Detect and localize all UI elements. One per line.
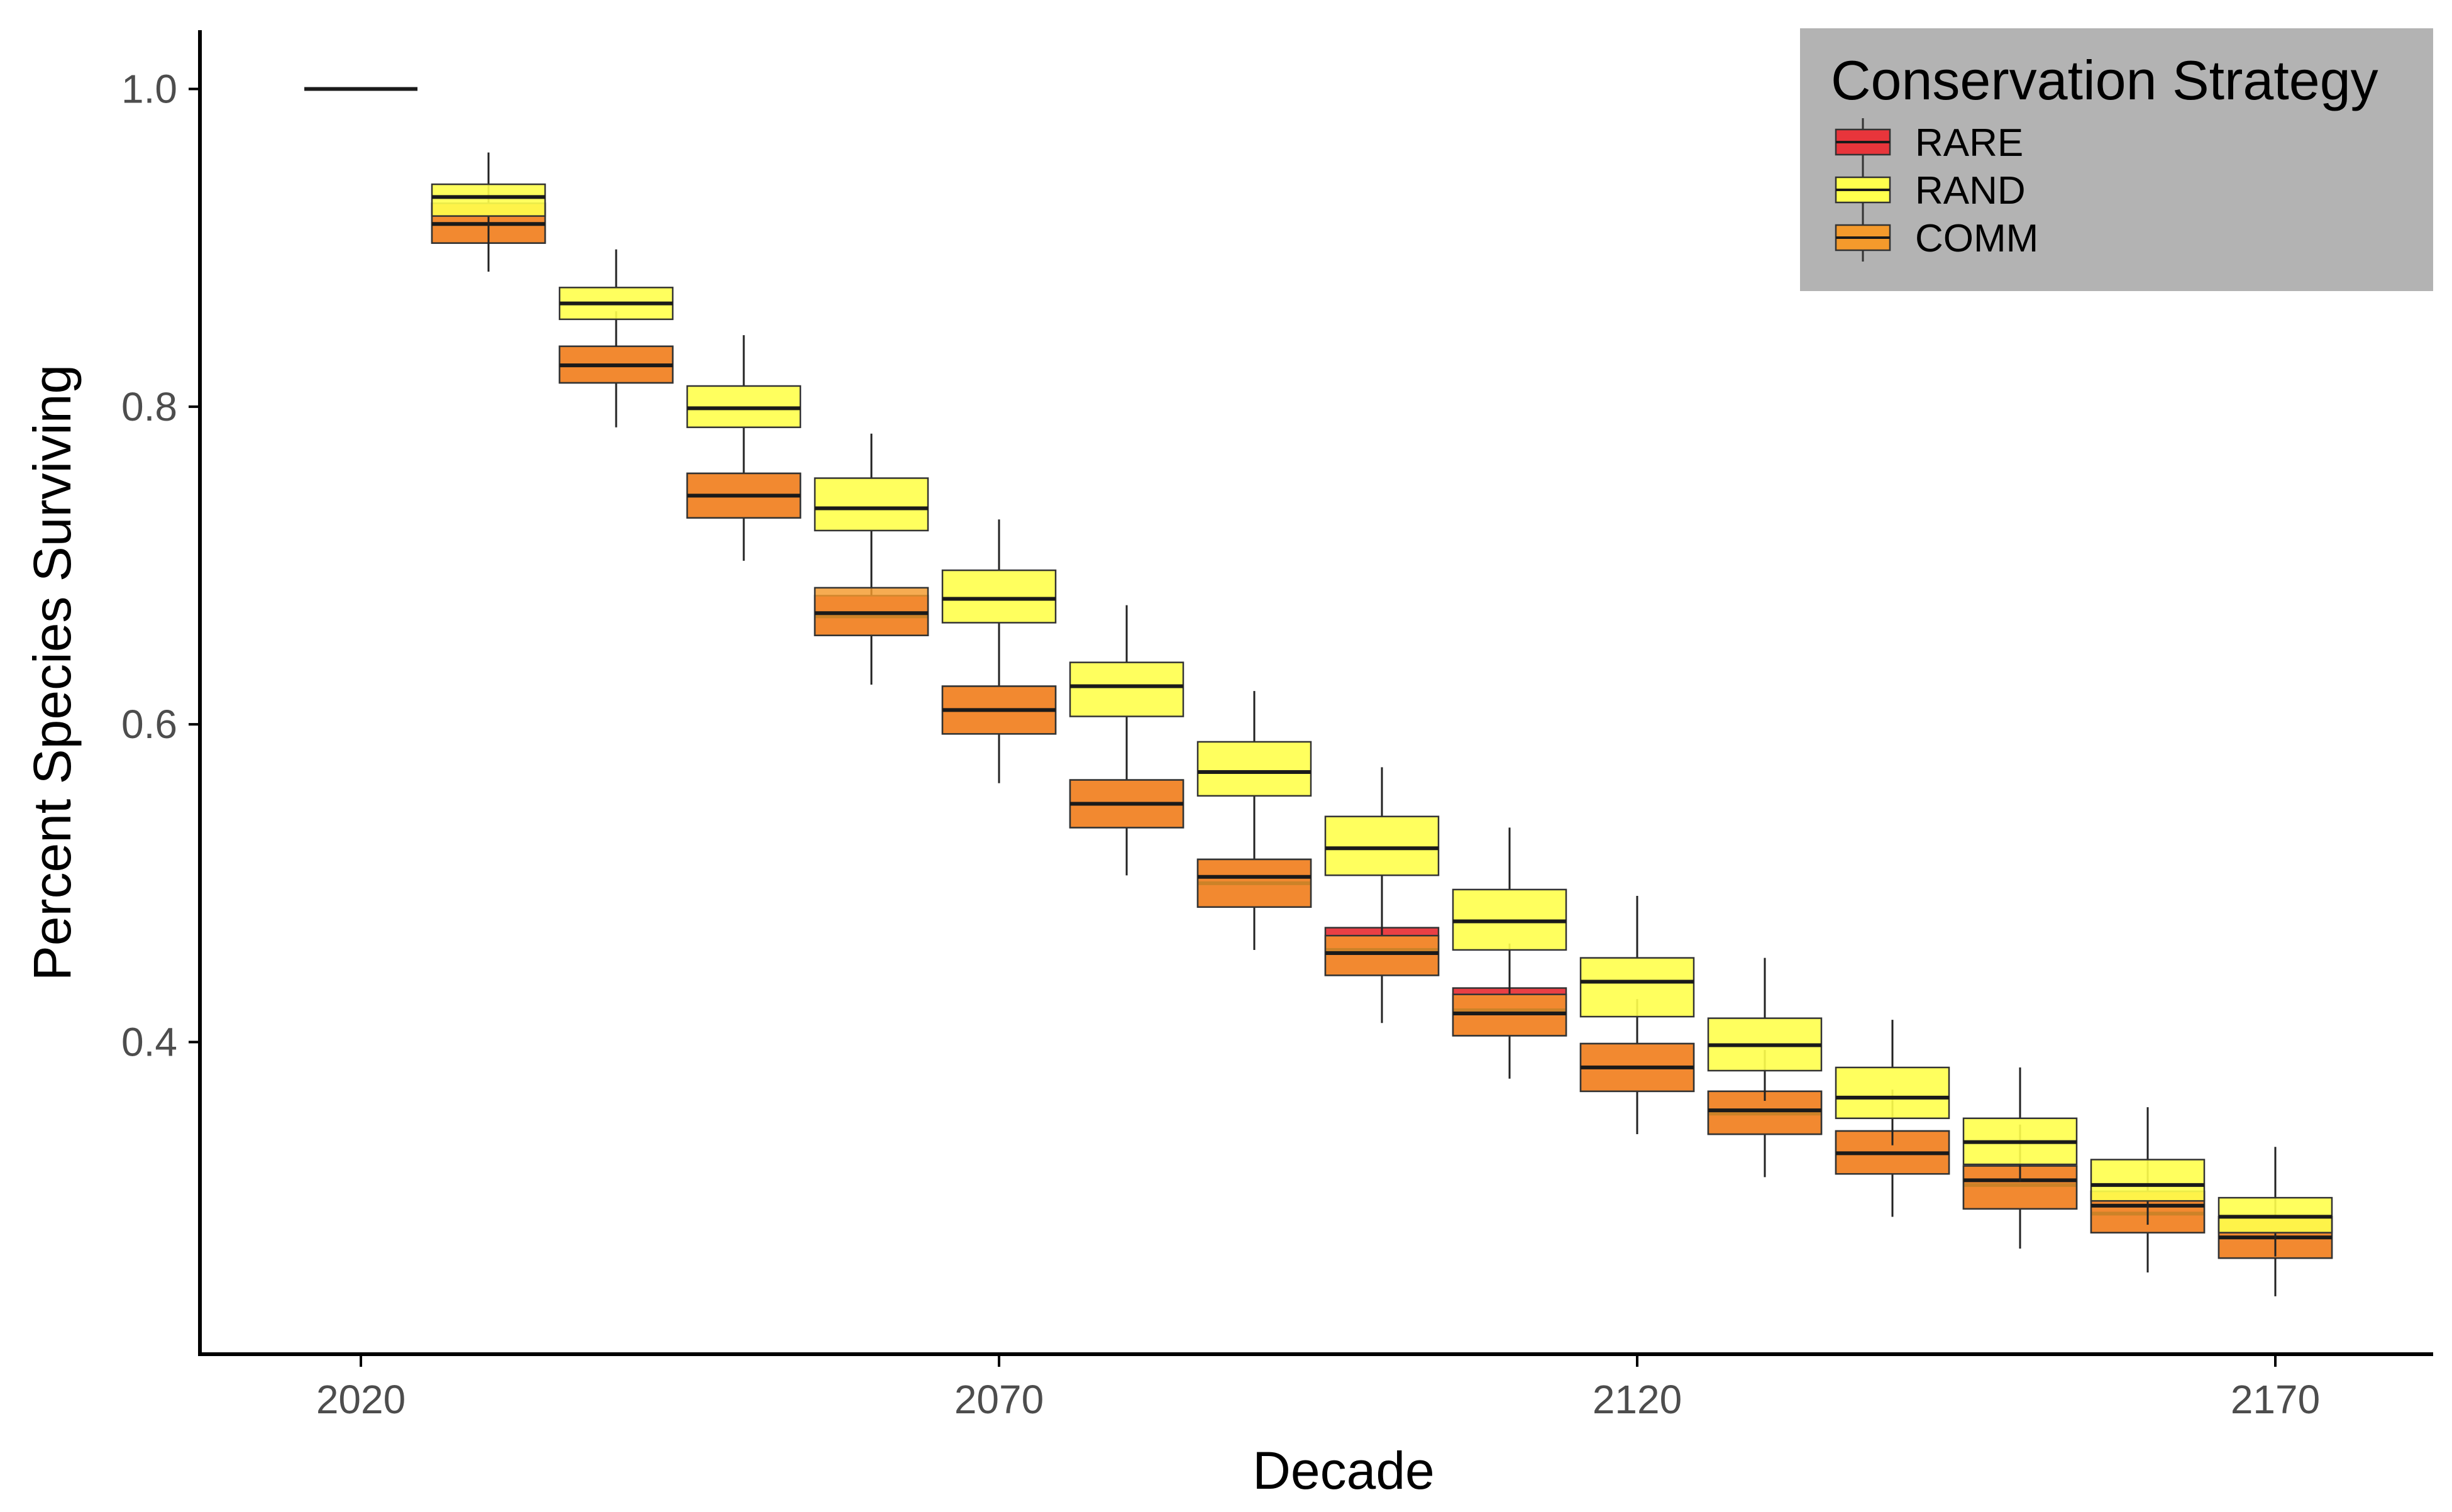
ticks-layer: 0.4 0.6 0.8 1.0 2020 2070 2120 2170 [121, 67, 2320, 1423]
box-rand-2100 [1324, 767, 1440, 904]
box-rand-2120 [1579, 896, 1695, 1042]
box-body [1579, 957, 1695, 1018]
box-rand-2080 [1069, 605, 1185, 749]
box-rand-2050 [686, 335, 802, 455]
box-comm-2080 [1069, 732, 1185, 876]
box-rand-2060 [814, 433, 929, 561]
legend-label: RAND [1915, 169, 2026, 212]
legend-label: RARE [1915, 121, 2023, 165]
legend-background [1800, 28, 2433, 291]
box-body [1324, 815, 1440, 876]
box-rand-2150 [1962, 1067, 2078, 1182]
y-tick-label: 0.8 [121, 384, 177, 429]
box-comm-2050 [686, 430, 802, 561]
box-body [1835, 1066, 1950, 1120]
boxes-layer [304, 87, 2333, 1296]
box-rand-2070 [941, 519, 1057, 653]
axes-layer [198, 30, 2433, 1356]
box-body [1069, 661, 1185, 717]
legend-title: Conservation Strategy [1831, 49, 2378, 111]
x-tick-label: 2070 [954, 1377, 1044, 1422]
box-body [431, 183, 546, 217]
x-tick-label: 2120 [1593, 1377, 1682, 1422]
box-comm-2070 [941, 637, 1057, 783]
box-body [941, 569, 1057, 624]
x-axis-title: Decade [1252, 1441, 1435, 1500]
legend-entry-rand: RAND [1835, 166, 2026, 214]
y-tick-label: 0.4 [121, 1020, 177, 1065]
box-body [1196, 741, 1312, 797]
box-rand-2130 [1707, 957, 1823, 1101]
legend-entry-rare: RARE [1835, 118, 2023, 166]
box-rand-2040 [558, 249, 674, 346]
legend-entry-comm: COMM [1835, 214, 2038, 262]
box-rand-2030 [431, 152, 546, 245]
box-body [1324, 934, 1440, 976]
box-comm-2100 [1324, 883, 1440, 1024]
y-tick-label: 0.6 [121, 702, 177, 747]
box-comm-2090 [1196, 818, 1312, 950]
box-rand-2110 [1452, 827, 1567, 979]
box-comm-2120 [1579, 999, 1695, 1135]
box-body [1962, 1165, 2078, 1210]
y-axis-title: Percent Species Surviving [23, 365, 82, 981]
box-body [1196, 858, 1312, 908]
box-comm-2130 [1707, 1050, 1823, 1178]
box-comm-2060 [814, 553, 929, 685]
box-rand-2090 [1196, 691, 1312, 828]
x-tick-label: 2170 [2231, 1377, 2320, 1422]
box-rand-2170 [2217, 1147, 2333, 1257]
y-tick-label: 1.0 [121, 67, 177, 112]
box-body [814, 477, 929, 532]
box-body [2090, 1159, 2206, 1202]
box-rand-2160 [2090, 1107, 2206, 1225]
box-rand-2140 [1835, 1020, 1950, 1145]
series-rand [304, 87, 2333, 1257]
x-tick-label: 2020 [316, 1377, 406, 1422]
series-comm [304, 87, 2333, 1296]
legend-label: COMM [1915, 217, 2038, 260]
